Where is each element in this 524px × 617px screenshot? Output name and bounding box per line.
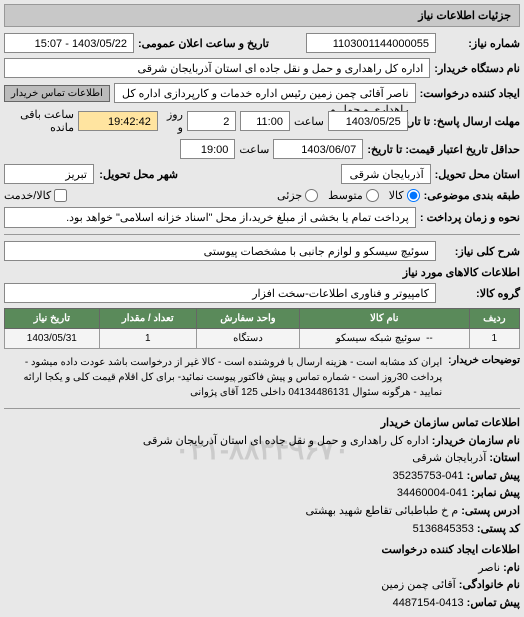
short-desc-label: شرح کلی نیاز: bbox=[440, 245, 520, 258]
budget-type-label: طبقه بندی موضوعی: bbox=[424, 189, 520, 202]
contact-block: اطلاعات تماس سازمان خریدار نام سازمان خر… bbox=[4, 415, 520, 613]
delivery-province-field: آذربایجان شرقی bbox=[341, 164, 431, 184]
divider-2 bbox=[4, 408, 520, 409]
buyer-org-field: اداره کل راهداری و حمل و نقل جاده ای است… bbox=[4, 58, 430, 78]
need-no-field: 1103001144000055 bbox=[306, 33, 436, 53]
th-idx: ردیف bbox=[469, 309, 519, 329]
announce-field: 1403/05/22 - 15:07 bbox=[4, 33, 134, 53]
cell-date: 1403/05/31 bbox=[5, 329, 100, 349]
goods-info-title: اطلاعات کالاهای مورد نیاز bbox=[4, 266, 520, 279]
reply-deadline-label: مهلت ارسال پاسخ: تا تاریخ: bbox=[412, 115, 520, 128]
cell-idx: 1 bbox=[469, 329, 519, 349]
short-desc-field: سوئیچ سیسکو و لوازم جانبی با مشخصات پیوس… bbox=[4, 241, 436, 261]
goods-table: ردیف نام کالا واحد سفارش تعداد / مقدار ت… bbox=[4, 308, 520, 349]
goods-group-label: گروه کالا: bbox=[440, 287, 520, 300]
time-label-1: ساعت bbox=[294, 115, 324, 128]
delivery-province-label: استان محل تحویل: bbox=[435, 168, 520, 181]
reply-date-field: 1403/05/25 bbox=[328, 111, 408, 131]
buyer-desc-label: توضیحات خریدار: bbox=[448, 355, 520, 366]
time-label-2: ساعت bbox=[239, 143, 269, 156]
radio-medium[interactable]: متوسط bbox=[328, 189, 379, 202]
delivery-city-label: شهر محل تحویل: bbox=[98, 168, 178, 181]
cell-qty: 1 bbox=[99, 329, 196, 349]
buyer-desc-text: ایران کد مشابه است - هزینه ارسال با فروش… bbox=[4, 355, 442, 400]
table-row: 1 -- سوئیچ شبکه سیسکو دستگاه 1 1403/05/3… bbox=[5, 329, 520, 349]
th-date: تاریخ نیاز bbox=[5, 309, 100, 329]
goods-group-field: کامپیوتر و فناوری اطلاعات-سخت افزار bbox=[4, 283, 436, 303]
cell-unit: دستگاه bbox=[196, 329, 299, 349]
requester-label: ایجاد کننده درخواست: bbox=[420, 87, 520, 100]
radio-partial[interactable]: جزئی bbox=[277, 189, 318, 202]
payment-label: نحوه و زمان پرداخت : bbox=[420, 211, 520, 224]
budget-radio-group: کالا متوسط جزئی bbox=[277, 189, 420, 202]
remain-suffix: ساعت باقی مانده bbox=[4, 108, 74, 134]
validity-date-field: 1403/06/07 bbox=[273, 139, 363, 159]
contact-title-2: اطلاعات ایجاد کننده درخواست bbox=[4, 542, 520, 560]
reply-time-field: 11:00 bbox=[240, 111, 290, 131]
cell-name: -- سوئیچ شبکه سیسکو bbox=[300, 329, 470, 349]
delivery-city-field: تبریز bbox=[4, 164, 94, 184]
validity-time-field: 19:00 bbox=[180, 139, 235, 159]
buyer-contact-button[interactable]: اطلاعات تماس خریدار bbox=[4, 85, 110, 102]
validity-label: حداقل تاریخ اعتبار قیمت: تا تاریخ: bbox=[367, 143, 520, 156]
page-title: جزئیات اطلاعات نیاز bbox=[4, 4, 520, 27]
th-unit: واحد سفارش bbox=[196, 309, 299, 329]
remain-days-field: 2 bbox=[187, 111, 237, 131]
partial-checkbox[interactable]: کالا/خدمت bbox=[4, 189, 67, 202]
th-qty: تعداد / مقدار bbox=[99, 309, 196, 329]
payment-note: پرداخت تمام یا بخشی از مبلغ خرید،از محل … bbox=[4, 207, 416, 228]
buyer-org-label: نام دستگاه خریدار: bbox=[434, 62, 520, 75]
th-name: نام کالا bbox=[300, 309, 470, 329]
need-no-label: شماره نیاز: bbox=[440, 37, 520, 50]
contact-title-1: اطلاعات تماس سازمان خریدار bbox=[4, 415, 520, 433]
remain-time-field: 19:42:42 bbox=[78, 111, 158, 131]
divider-1 bbox=[4, 234, 520, 235]
announce-label: تاریخ و ساعت اعلان عمومی: bbox=[138, 37, 269, 50]
requester-field: ناصر آقائی چمن زمین رئیس اداره خدمات و ک… bbox=[114, 83, 416, 103]
radio-goods[interactable]: کالا bbox=[389, 189, 420, 202]
day-word: روز و bbox=[162, 108, 183, 134]
